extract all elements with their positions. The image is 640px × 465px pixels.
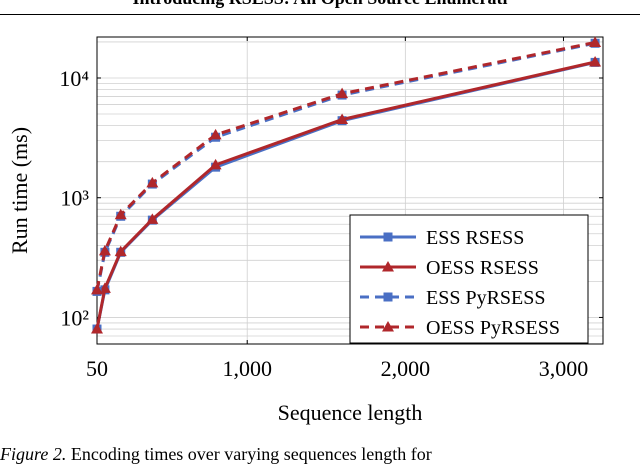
series-oess-pyrsess	[91, 36, 602, 295]
legend-label: ESS PyRSESS	[426, 287, 546, 309]
legend-marker	[383, 232, 393, 242]
data-point	[589, 36, 602, 47]
y-tick-label: 10²	[60, 305, 89, 330]
data-point	[589, 56, 602, 67]
caption-label: Figure 2.	[0, 444, 67, 464]
header-rule	[0, 14, 640, 15]
x-tick-label: 3,000	[539, 356, 589, 381]
data-point	[91, 283, 103, 295]
data-point	[114, 245, 127, 257]
data-point	[98, 282, 111, 293]
data-point	[209, 128, 222, 140]
data-point	[114, 208, 127, 220]
caption-text: Encoding times over varying sequences le…	[66, 444, 432, 464]
data-point	[146, 213, 159, 224]
legend-label: OESS RSESS	[426, 257, 539, 279]
legend-marker	[383, 292, 393, 302]
y-axis-label: Run time (ms)	[7, 127, 32, 254]
y-tick-label: 10³	[60, 186, 89, 211]
data-point	[336, 87, 349, 99]
legend-label: OESS PyRSESS	[426, 317, 560, 339]
data-point	[98, 244, 111, 256]
figure-caption: Figure 2. Encoding times over varying se…	[0, 444, 640, 465]
x-tick-label: 50	[86, 356, 108, 381]
series-oess-rsess	[91, 56, 602, 334]
legend-marker	[382, 261, 394, 272]
x-tick-label: 2,000	[381, 356, 431, 381]
data-point	[209, 158, 222, 170]
plot-frame	[96, 36, 604, 345]
x-axis-label: Sequence length	[278, 400, 423, 425]
legend: ESS RSESS OESS RSESS ESS PyRSESS OESS PyRSE…	[349, 214, 589, 344]
data-point	[336, 113, 349, 125]
legend-marker	[382, 321, 394, 332]
data-point	[146, 176, 159, 188]
x-tick-label: 1,000	[222, 356, 272, 381]
legend-label: ESS RSESS	[426, 227, 524, 249]
page-header-title: Introducing RSESS: An Open Source Enumer…	[0, 0, 640, 9]
y-tick-label: 10⁴	[59, 66, 89, 91]
data-point	[91, 323, 103, 334]
